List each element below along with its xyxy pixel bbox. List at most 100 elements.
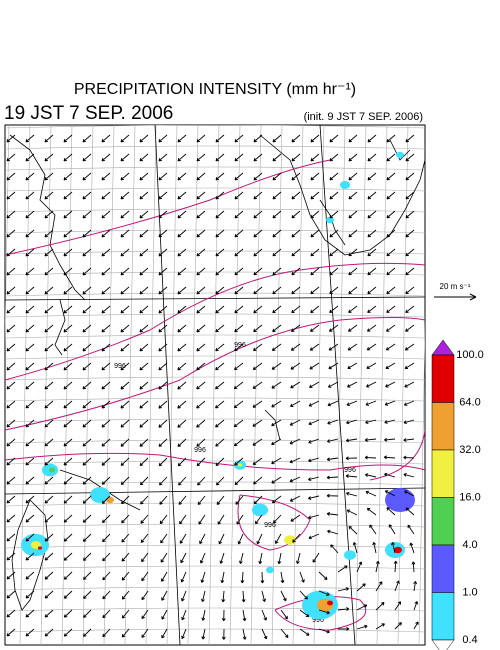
wind-arrow: [63, 248, 73, 257]
wind-arrow: [364, 473, 377, 478]
wind-arrow: [63, 400, 73, 409]
wind-arrow: [409, 542, 415, 554]
wind-arrow: [102, 609, 111, 619]
wind-arrow: [345, 438, 358, 443]
wind-arrow: [139, 324, 149, 333]
wind-arrow: [215, 457, 225, 466]
colorbar-label: 100.0: [456, 349, 484, 361]
wind-arrow: [44, 229, 54, 238]
wind-arrow: [386, 153, 396, 162]
wind-arrow: [6, 571, 16, 580]
wind-arrow: [25, 286, 35, 295]
wind-arrow: [299, 628, 310, 636]
wind-arrow: [196, 381, 206, 390]
wind-arrow: [405, 172, 415, 181]
wind-arrow: [215, 324, 225, 333]
wind-arrow: [101, 362, 111, 371]
isobar: [5, 452, 425, 471]
wind-arrow: [120, 248, 130, 257]
parallel: [5, 544, 425, 549]
precip-cell: [385, 488, 415, 512]
wind-arrow: [346, 419, 358, 425]
wind-arrow: [240, 571, 245, 584]
wind-arrow: [44, 590, 54, 599]
wind-arrow: [25, 172, 35, 181]
wind-arrow: [280, 609, 288, 620]
wind-arrow: [63, 438, 73, 447]
wind-arrow: [201, 590, 206, 603]
precip-cell: [238, 463, 242, 467]
wind-arrow: [63, 571, 73, 580]
wind-arrow: [291, 229, 301, 238]
wind-arrow: [330, 544, 339, 554]
wind-arrow: [6, 476, 16, 485]
wind-arrow: [44, 476, 54, 485]
wind-arrow: [356, 604, 368, 611]
colorbar-segment: [431, 592, 455, 641]
wind-arrow: [405, 229, 415, 238]
wind-arrow: [120, 324, 130, 333]
wind-arrow: [158, 324, 168, 333]
wind-arrow: [44, 286, 54, 295]
wind-arrow: [258, 552, 263, 565]
wind-arrow: [6, 153, 16, 162]
wind-arrow: [6, 552, 16, 561]
wind-arrow: [217, 514, 225, 525]
wind-arrow: [82, 286, 92, 295]
wind-arrow: [253, 343, 263, 352]
wind-arrow: [25, 476, 35, 485]
wind-arrow: [44, 457, 54, 466]
wind-arrow: [291, 210, 301, 219]
wind-arrow: [234, 191, 244, 200]
wind-arrow: [215, 343, 225, 352]
wind-arrow: [25, 438, 35, 447]
wind-arrow: [159, 476, 168, 486]
wind-arrow: [120, 153, 130, 162]
wind-arrow: [348, 153, 358, 162]
valid-time: 19 JST 7 SEP. 2006: [4, 103, 173, 124]
wind-arrow: [6, 438, 16, 447]
wind-arrow: [234, 286, 244, 295]
wind-arrow: [120, 457, 130, 466]
wind-arrow: [139, 400, 149, 409]
coastline: [319, 199, 346, 246]
wind-arrow: [386, 134, 396, 143]
wind-arrow: [329, 134, 339, 143]
wind-arrow: [6, 343, 16, 352]
wind-arrow: [310, 248, 320, 257]
wind-arrow: [83, 628, 92, 637]
wind-arrow: [239, 552, 244, 564]
wind-arrow: [233, 400, 244, 409]
wind-arrow: [83, 590, 92, 599]
wind-arrow: [25, 267, 35, 276]
wind-arrow: [312, 552, 320, 563]
wind-arrow: [44, 552, 54, 561]
wind-arrow: [291, 153, 301, 162]
parallel: [5, 607, 425, 612]
wind-arrow: [271, 343, 282, 351]
wind-arrow: [25, 248, 35, 257]
wind-arrow: [329, 305, 339, 314]
wind-arrow: [44, 343, 54, 352]
wind-arrow: [253, 495, 263, 505]
wind-arrow: [139, 172, 149, 181]
wind-arrow: [375, 581, 383, 592]
wind-arrow: [346, 491, 358, 497]
wind-arrow: [310, 134, 320, 143]
wind-arrow: [140, 495, 149, 505]
wind-arrow: [310, 210, 320, 219]
wind-arrow: [405, 191, 415, 200]
wind-arrow: [345, 456, 358, 461]
wind-arrow: [44, 514, 54, 523]
wind-arrow: [82, 248, 92, 257]
wind-arrow: [308, 533, 320, 540]
wind-arrow: [347, 362, 358, 369]
wind-arrow: [220, 571, 225, 584]
wind-arrow: [413, 581, 418, 592]
wind-arrow: [310, 172, 320, 181]
wind-arrow: [6, 590, 16, 599]
wind-arrow: [44, 172, 54, 181]
wind-arrow: [177, 457, 187, 467]
wind-arrow: [6, 191, 16, 200]
wind-arrow: [215, 229, 225, 238]
